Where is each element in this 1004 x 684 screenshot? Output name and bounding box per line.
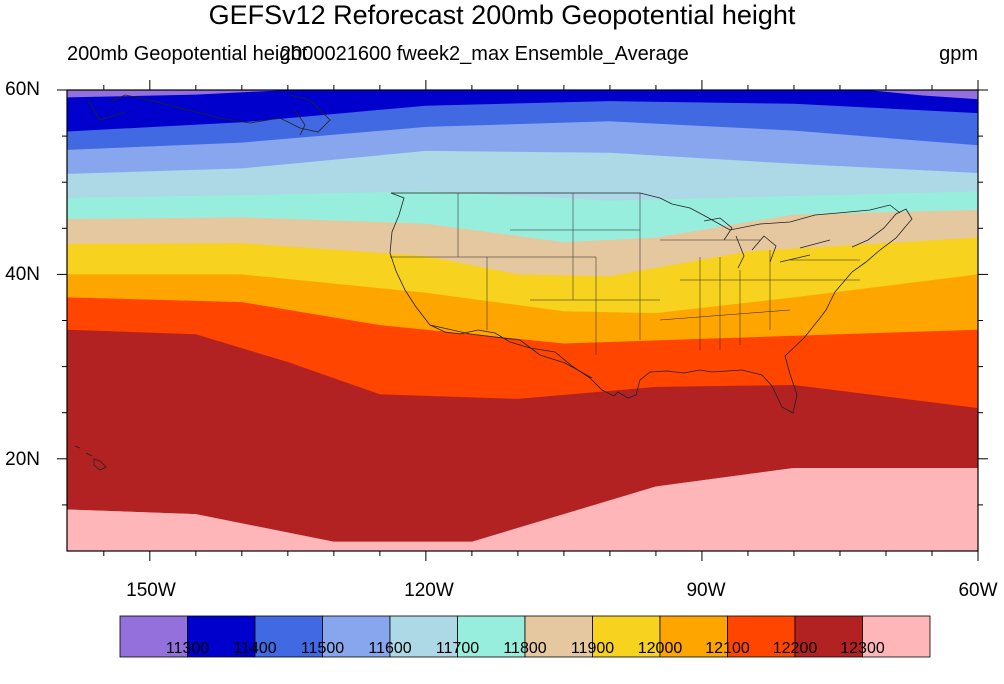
colorbar-label: 11900 xyxy=(570,640,615,657)
lon-label-60W: 60W xyxy=(958,580,998,601)
lon-label-120W: 120W xyxy=(404,580,454,601)
colorbar-label: 12100 xyxy=(705,640,750,657)
band-above-12300 xyxy=(67,468,978,551)
colorbar-label: 11400 xyxy=(233,640,277,657)
lat-label-20N: 20N xyxy=(5,449,40,470)
colorbar-swatch xyxy=(254,615,323,658)
variable-subtitle: 200mb Geopotential height xyxy=(67,43,308,65)
colorbar-swatch xyxy=(119,615,188,658)
colorbar-swatch xyxy=(457,615,526,658)
colorbar-label: 11300 xyxy=(165,640,210,657)
colorbar-label: 12000 xyxy=(637,640,683,657)
contour-fills xyxy=(67,90,978,551)
colorbar-swatch xyxy=(524,615,593,658)
axis-ticks xyxy=(57,80,988,561)
colorbar-label: 11700 xyxy=(435,640,480,657)
mexico-border xyxy=(429,324,593,379)
lon-label-150W: 150W xyxy=(126,580,176,601)
colorbar-label: 11800 xyxy=(503,640,547,657)
colorbar-swatch xyxy=(862,615,931,658)
great-lakes xyxy=(703,217,831,269)
colorbar-swatch xyxy=(187,615,256,658)
units-label: gpm xyxy=(939,43,978,65)
run-subtitle: 2000021600 fweek2_max Ensemble_Average xyxy=(280,43,689,65)
colorbar xyxy=(119,615,931,658)
state-lines xyxy=(390,193,860,355)
hawaii xyxy=(74,445,107,471)
us-border xyxy=(391,192,901,231)
colorbar-label: 12200 xyxy=(772,640,818,657)
lat-label-40N: 40N xyxy=(5,264,40,285)
band-below-11300-sliver xyxy=(67,90,978,100)
canada-coast xyxy=(87,94,331,136)
colorbar-label: 11600 xyxy=(368,640,412,657)
lon-label-90W: 90W xyxy=(686,580,726,601)
chart-title: GEFSv12 Reforecast 200mb Geopotential he… xyxy=(208,0,796,30)
colorbar-swatch xyxy=(592,615,661,658)
lat-label-60N: 60N xyxy=(5,79,40,100)
us-coast xyxy=(389,192,913,414)
colorbar-swatch xyxy=(727,615,796,658)
coastlines xyxy=(74,94,913,471)
colorbar-label: 12300 xyxy=(840,640,885,657)
colorbar-label: 11500 xyxy=(300,640,345,657)
